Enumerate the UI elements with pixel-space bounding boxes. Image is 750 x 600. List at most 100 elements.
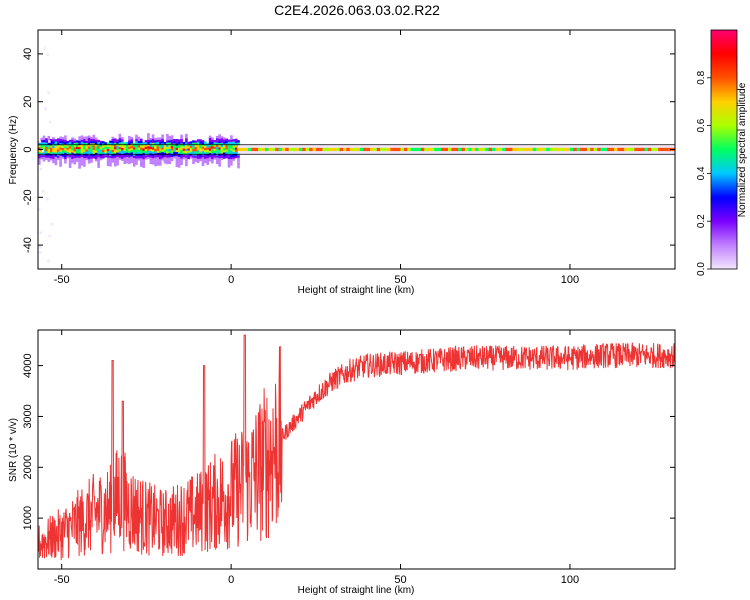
heatmap-cell xyxy=(519,147,523,152)
heatmap-cell xyxy=(71,152,74,155)
heatmap-cell xyxy=(614,147,618,152)
heatmap-cell xyxy=(54,141,58,144)
heatmap-cell xyxy=(196,154,200,157)
heatmap-cell xyxy=(68,139,72,143)
heatmap-cell xyxy=(177,145,181,149)
heatmap-cell xyxy=(220,157,224,161)
heatmap-cell xyxy=(208,146,212,149)
heatmap-cell xyxy=(92,156,96,159)
heatmap-cell xyxy=(80,146,84,149)
heatmap-cell xyxy=(182,141,186,145)
heatmap-cell xyxy=(187,152,190,155)
spectrogram-heatmap xyxy=(38,47,676,262)
heatmap-cell xyxy=(600,147,604,152)
heatmap-cell xyxy=(78,138,81,141)
heatmap-cell xyxy=(78,149,81,152)
heatmap-cell xyxy=(414,147,418,152)
heatmap-cell xyxy=(135,136,138,140)
heatmap-cell xyxy=(151,162,155,165)
heatmap-cell xyxy=(142,150,145,153)
heatmap-cell xyxy=(75,151,79,154)
heatmap-cell xyxy=(142,154,145,158)
heatmap-cell xyxy=(168,135,171,139)
heatmap-cell xyxy=(206,160,209,163)
heatmap-cell xyxy=(458,147,462,152)
heatmap-cell xyxy=(121,137,124,140)
snr-y-axis-label: SNR (10 * v/v) xyxy=(8,418,19,482)
y-tick-label: 3000 xyxy=(22,404,34,428)
heatmap-cell xyxy=(185,155,188,158)
heatmap-cell xyxy=(182,157,186,160)
heatmap-cell xyxy=(156,150,160,153)
heatmap-cell xyxy=(102,151,105,155)
heatmap-cell xyxy=(234,153,238,156)
heatmap-cell xyxy=(230,156,233,160)
heatmap-cell xyxy=(159,154,162,158)
heatmap-cell xyxy=(512,147,516,152)
heatmap-cell xyxy=(206,158,209,161)
heatmap-cell xyxy=(563,147,567,152)
heatmap-cell xyxy=(116,150,119,153)
heatmap-cell xyxy=(624,147,628,152)
heatmap-cell xyxy=(59,151,62,154)
heatmap-cell xyxy=(173,145,176,148)
heatmap-cell xyxy=(182,148,186,151)
heatmap-cell xyxy=(106,161,110,164)
heatmap-cell xyxy=(137,145,141,148)
heatmap-cell xyxy=(104,142,107,145)
heatmap-cell xyxy=(151,155,155,159)
heatmap-cell xyxy=(144,148,148,151)
heatmap-cell xyxy=(54,139,58,142)
heatmap-cell xyxy=(102,156,105,159)
heatmap-cell xyxy=(42,154,46,158)
heatmap-cell xyxy=(80,139,84,142)
heatmap-cell xyxy=(154,163,157,167)
heatmap-cell xyxy=(130,145,134,148)
heatmap-cell xyxy=(232,156,236,159)
heatmap-cell xyxy=(227,156,231,159)
heatmap-cell xyxy=(185,157,188,160)
heatmap-cell xyxy=(166,161,169,165)
heatmap-cell xyxy=(201,148,205,151)
heatmap-cell xyxy=(194,159,198,163)
heatmap-cell xyxy=(140,155,143,159)
heatmap-cell xyxy=(185,142,188,145)
heatmap-cell xyxy=(140,158,143,161)
heatmap-cell xyxy=(135,134,138,137)
heatmap-cell xyxy=(78,136,81,139)
heatmap-cell xyxy=(61,156,65,159)
heatmap-cell xyxy=(66,145,70,148)
heatmap-cell xyxy=(73,147,77,150)
heatmap-cell xyxy=(383,147,388,152)
heatmap-cell xyxy=(57,147,60,150)
heatmap-cell xyxy=(73,142,77,146)
spectrogram-x-ticks: -50 0 50 100 xyxy=(54,30,579,286)
heatmap-cell xyxy=(234,149,238,152)
heatmap-cell xyxy=(85,155,88,158)
heatmap-cell xyxy=(168,142,171,145)
heatmap-cell xyxy=(54,154,58,157)
heatmap-cell xyxy=(199,145,202,149)
heatmap-cell xyxy=(159,139,162,142)
heatmap-cell xyxy=(132,155,136,158)
heatmap-cell xyxy=(118,146,122,149)
heatmap-cell xyxy=(140,143,143,146)
heatmap-cell xyxy=(177,161,181,164)
heatmap-cell xyxy=(196,152,200,155)
heatmap-cell xyxy=(42,142,46,145)
heatmap-cell xyxy=(182,150,186,153)
heatmap-cell xyxy=(52,141,55,144)
heatmap-cell xyxy=(161,149,164,152)
heatmap-cell xyxy=(161,138,164,142)
heatmap-cell xyxy=(80,163,84,166)
heatmap-cell xyxy=(481,147,486,152)
heatmap-cell xyxy=(71,148,74,151)
heatmap-cell xyxy=(168,159,171,162)
heatmap-cell xyxy=(187,154,190,157)
heatmap-cell xyxy=(118,148,122,152)
heatmap-cell xyxy=(223,139,226,142)
heatmap-cell xyxy=(187,146,190,149)
heatmap-cell xyxy=(192,140,195,143)
heatmap-cell xyxy=(407,147,411,152)
heatmap-cell xyxy=(125,156,129,160)
